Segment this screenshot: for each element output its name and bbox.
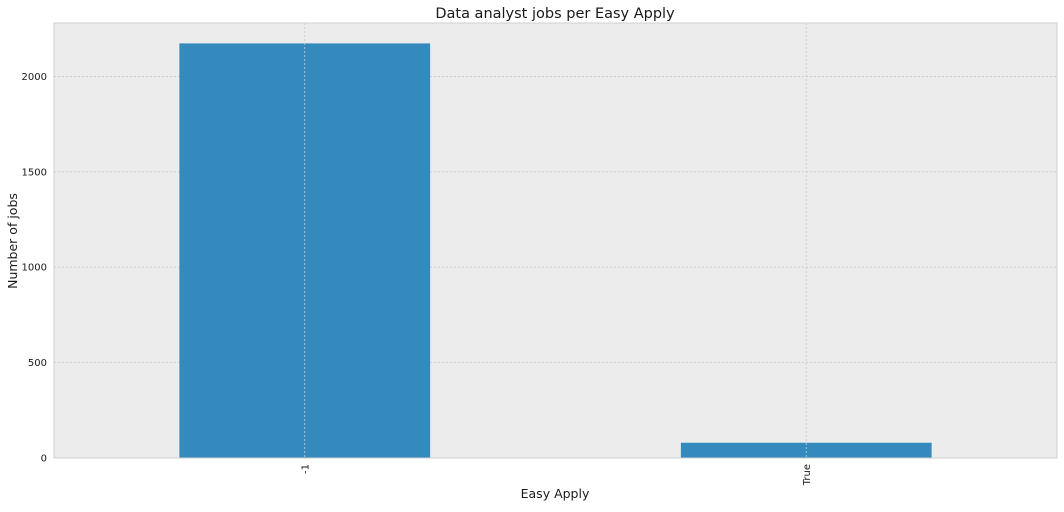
y-axis-ticks: 0 500 1000 1500 2000 — [22, 72, 47, 465]
y-axis-label: Number of jobs — [5, 193, 20, 289]
y-tick-label: 1500 — [22, 167, 47, 178]
bar-true — [680, 442, 932, 458]
x-axis-ticks: -1 True — [300, 464, 813, 486]
chart-title: Data analyst jobs per Easy Apply — [435, 6, 675, 22]
x-tick-label: -1 — [300, 464, 311, 474]
y-tick-label: 2000 — [22, 72, 47, 83]
y-tick-label: 500 — [28, 358, 47, 369]
y-tick-label: 0 — [41, 454, 47, 465]
y-tick-label: 1000 — [22, 263, 47, 274]
plot-frame — [53, 22, 1058, 459]
x-axis-label: Easy Apply — [521, 486, 590, 501]
vertical-grid-lines — [304, 23, 807, 458]
x-tick-label: True — [802, 464, 813, 486]
